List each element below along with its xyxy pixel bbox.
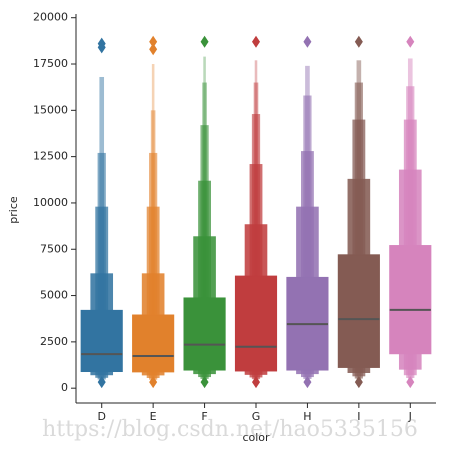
x-tick-label: D	[97, 410, 105, 423]
outlier	[149, 35, 158, 48]
x-tick-label: H	[303, 410, 311, 423]
y-tick-label: 7500	[40, 242, 68, 255]
y-tick-label: 5000	[40, 289, 68, 302]
y-tick-label: 10000	[33, 196, 68, 209]
outlier	[252, 376, 260, 389]
outlier	[303, 376, 312, 389]
outlier	[406, 35, 415, 48]
box-level	[80, 309, 123, 373]
outlier	[354, 35, 363, 48]
box-level	[234, 275, 278, 372]
y-tick-label: 15000	[33, 103, 68, 116]
y-tick-label: 2500	[40, 335, 68, 348]
outlier	[149, 376, 158, 389]
y-tick-label: 12500	[33, 150, 68, 163]
box-level	[132, 314, 175, 373]
box-level	[337, 254, 380, 368]
outlier	[200, 35, 209, 48]
y-tick-label: 20000	[33, 11, 68, 24]
x-tick-label: J	[408, 410, 412, 423]
outlier	[149, 43, 158, 56]
outlier	[200, 376, 209, 389]
x-tick-label: G	[252, 410, 261, 423]
x-tick-label: F	[201, 410, 207, 423]
outlier	[97, 376, 106, 389]
outlier	[354, 376, 363, 389]
outlier	[303, 35, 312, 48]
x-axis-label: color	[242, 431, 270, 444]
x-tick-label: I	[357, 410, 360, 423]
y-axis-label: price	[7, 196, 20, 224]
x-tick-label: E	[150, 410, 157, 423]
watermark: https://blog.csdn.net/hao5335156	[42, 417, 418, 442]
outlier	[252, 35, 260, 48]
outlier	[97, 37, 106, 50]
box-level	[389, 245, 432, 355]
y-tick-label: 0	[61, 381, 68, 394]
y-tick-label: 17500	[33, 57, 68, 70]
box-level	[183, 297, 226, 371]
outlier	[406, 376, 415, 389]
